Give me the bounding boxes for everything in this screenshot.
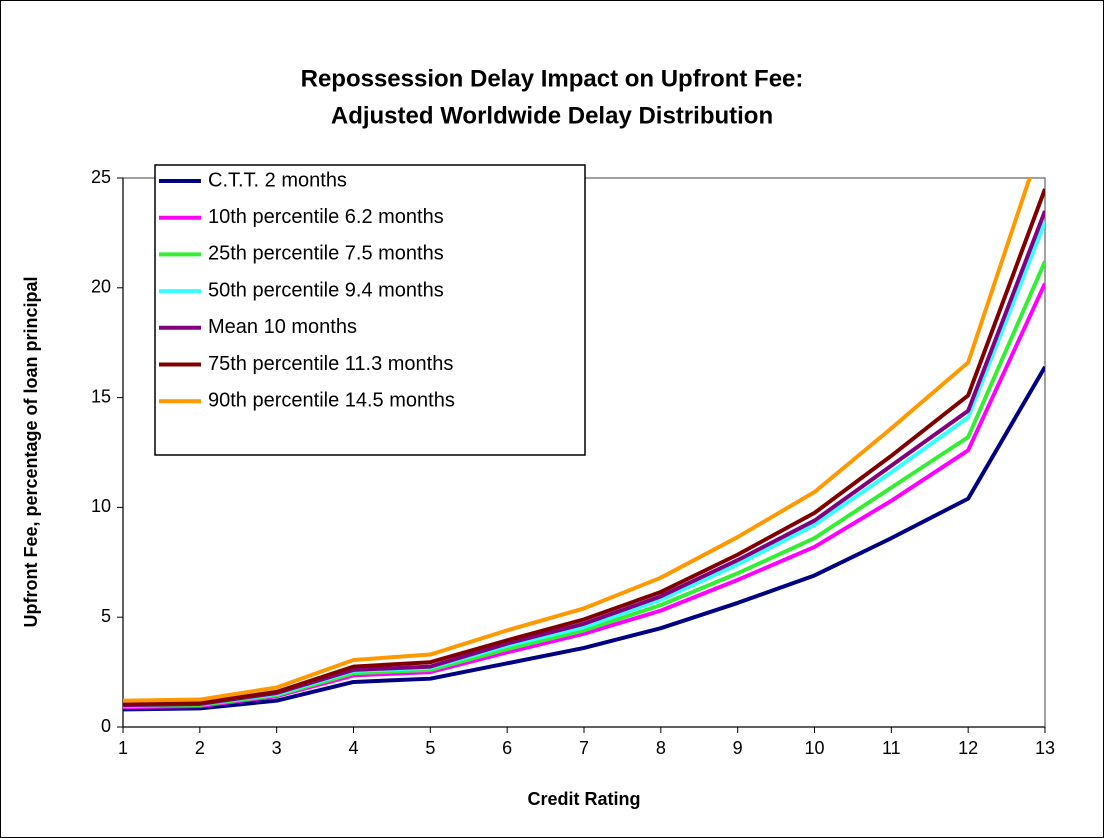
x-tick-label: 11 xyxy=(882,738,901,758)
x-tick-label: 3 xyxy=(272,738,282,758)
y-tick-label: 20 xyxy=(91,277,111,297)
legend-label: 75th percentile 11.3 months xyxy=(208,353,453,375)
x-tick-label: 13 xyxy=(1035,738,1055,758)
plot-lines xyxy=(123,178,1045,712)
x-tick-label: 9 xyxy=(733,738,743,758)
y-tick-label: 15 xyxy=(91,386,111,406)
x-axis-label: Credit Rating xyxy=(527,789,640,809)
legend-box xyxy=(154,164,586,456)
y-tick-label: 5 xyxy=(101,606,111,626)
legend-label: 25th percentile 7.5 months xyxy=(208,243,444,265)
x-tick-label: 1 xyxy=(118,738,128,758)
chart-title: Adjusted Worldwide Delay Distribution xyxy=(331,102,773,129)
y-axis-label: Upfront Fee, percentage of loan principa… xyxy=(21,276,41,627)
chart-title: Repossession Delay Impact on Upfront Fee… xyxy=(301,65,804,92)
legend-label: 50th percentile 9.4 months xyxy=(208,279,444,301)
legend-label: C.T.T. 2 months xyxy=(208,169,347,191)
legend-label: 10th percentile 6.2 months xyxy=(208,206,444,228)
x-tick-label: 10 xyxy=(804,738,824,758)
x-tick-label: 8 xyxy=(656,738,666,758)
series-line xyxy=(123,178,1032,703)
x-tick-label: 5 xyxy=(425,738,435,758)
legend-label: 90th percentile 14.5 months xyxy=(208,389,455,411)
y-tick-label: 10 xyxy=(91,496,111,516)
y-tick-label: 25 xyxy=(91,167,111,187)
x-tick-label: 6 xyxy=(502,738,512,758)
series-line xyxy=(123,365,1045,712)
x-tick-label: 12 xyxy=(958,738,978,758)
x-tick-label: 7 xyxy=(579,738,589,758)
x-tick-label: 2 xyxy=(195,738,205,758)
legend-label: Mean 10 months xyxy=(208,316,357,338)
series-line xyxy=(123,188,1045,706)
y-tick-label: 0 xyxy=(101,716,111,736)
x-tick-label: 4 xyxy=(348,738,358,758)
